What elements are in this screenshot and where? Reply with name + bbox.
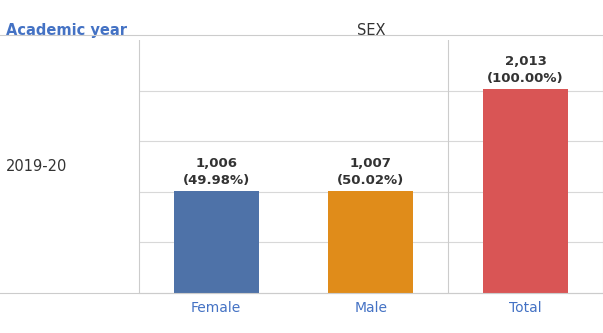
Bar bbox=[328, 191, 414, 293]
Text: 1,006
(49.98%): 1,006 (49.98%) bbox=[183, 157, 250, 187]
Text: Academic year: Academic year bbox=[6, 23, 127, 38]
Text: 2019-20: 2019-20 bbox=[6, 159, 68, 174]
Bar bbox=[483, 89, 568, 293]
Text: 2,013
(100.00%): 2,013 (100.00%) bbox=[487, 55, 564, 85]
Text: 1,007
(50.02%): 1,007 (50.02%) bbox=[337, 157, 405, 187]
Text: SEX: SEX bbox=[356, 23, 385, 38]
Bar bbox=[174, 191, 259, 293]
